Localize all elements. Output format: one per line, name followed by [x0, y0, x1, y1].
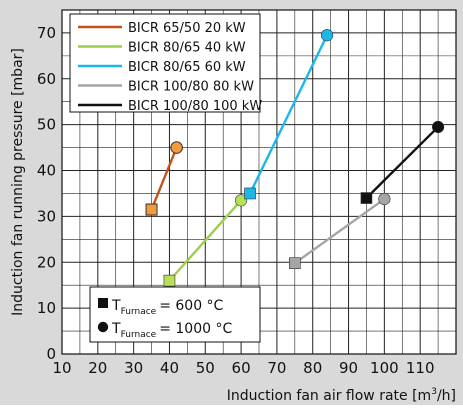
legend-label: BICR 100/80 100 kW: [128, 99, 262, 114]
y-tick-label: 20: [37, 253, 56, 271]
legend-square-subscript: Furnace: [121, 307, 157, 317]
y-tick-label: 10: [37, 299, 56, 317]
legend-circle-value: = 1000 °C: [159, 321, 232, 337]
series: [145, 29, 445, 287]
series-1: [145, 141, 183, 216]
y-tick-label: 60: [37, 70, 56, 88]
x-tick-label: 70: [267, 359, 286, 377]
x-tick-label: 30: [124, 359, 143, 377]
series-4: [289, 192, 391, 269]
x-tick-label: 90: [339, 359, 358, 377]
series-line: [248, 34, 329, 194]
y-tick-label: 0: [46, 345, 56, 363]
legend-label: BICR 80/65 60 kW: [128, 60, 246, 75]
data-point-circle: [234, 194, 248, 207]
series-line: [168, 199, 242, 282]
y-axis-title: Induction fan running pressure [mbar]: [10, 48, 26, 316]
series-line: [150, 147, 178, 210]
legend-label: BICR 65/50 20 kW: [128, 21, 246, 36]
series-2: [163, 194, 248, 287]
series-line: [365, 126, 439, 199]
x-tick-label: 20: [88, 359, 107, 377]
data-point-square: [360, 192, 373, 204]
data-point-square: [289, 257, 301, 269]
x-axis-title-tail: /h]: [437, 388, 456, 404]
y-tick-label: 40: [37, 162, 56, 180]
legend-square-marker: [98, 298, 108, 308]
legend-label: BICR 80/65 40 kW: [128, 41, 246, 56]
x-tick-label: 10: [52, 359, 71, 377]
data-point-circle: [320, 29, 334, 42]
marker-legend-box: [89, 286, 261, 343]
legend-circle-marker: [97, 321, 109, 333]
series-3: [244, 29, 334, 200]
data-point-circle: [378, 192, 391, 206]
data-point-circle: [431, 120, 445, 134]
y-tick-label: 70: [37, 24, 56, 42]
legend-label: BICR 100/80 80 kW: [128, 80, 254, 95]
x-tick-label: 100: [370, 359, 399, 377]
marker-legend: TFurnace = 600 °C TFurnace = 1000 °C: [89, 286, 261, 343]
data-point-circle: [170, 141, 183, 154]
legend-square-value: = 600 °C: [159, 298, 223, 314]
plot-frame: [61, 9, 457, 355]
x-tick-label: 50: [196, 359, 215, 377]
y-tick-label: 50: [37, 116, 56, 134]
legend-circle-subscript: Furnace: [121, 330, 157, 340]
x-axis-title: Induction fan air flow rate [m3/h]: [227, 387, 456, 404]
x-axis-title-main: Induction fan air flow rate [m: [227, 388, 432, 404]
data-point-square: [163, 274, 176, 287]
data-point-square: [244, 187, 256, 200]
x-axis-title-sup: 3: [431, 387, 437, 397]
data-point-square: [145, 203, 158, 216]
series-legend-box: [69, 13, 261, 113]
y-tick-label: 30: [37, 207, 56, 225]
x-tick-label: 60: [232, 359, 251, 377]
series-legend: BICR 65/50 20 kW BICR 80/65 40 kW BICR 80/…: [69, 13, 262, 114]
x-tick-label: 80: [303, 359, 322, 377]
series-line: [294, 197, 386, 265]
x-tick-label: 40: [160, 359, 179, 377]
x-tick-label: 110: [406, 359, 435, 377]
series-5: [360, 120, 445, 204]
